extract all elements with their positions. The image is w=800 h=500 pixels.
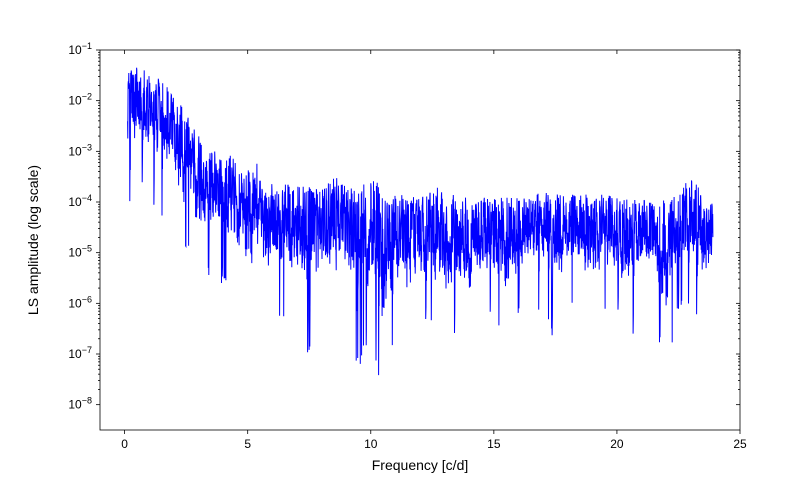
svg-text:10−4: 10−4 (68, 193, 92, 209)
svg-text:10−5: 10−5 (68, 244, 92, 260)
svg-text:10−7: 10−7 (68, 345, 92, 361)
svg-text:10−1: 10−1 (68, 41, 92, 57)
svg-text:10−8: 10−8 (68, 396, 92, 412)
svg-text:10: 10 (364, 437, 378, 451)
y-axis-label: LS amplitude (log scale) (25, 165, 41, 315)
svg-text:20: 20 (610, 437, 624, 451)
ls-amplitude-line (128, 68, 713, 375)
svg-text:10−6: 10−6 (68, 294, 92, 310)
svg-text:25: 25 (733, 437, 747, 451)
x-axis-label: Frequency [c/d] (372, 457, 469, 473)
svg-text:10−2: 10−2 (68, 92, 92, 108)
svg-text:0: 0 (121, 437, 128, 451)
svg-text:15: 15 (487, 437, 501, 451)
periodogram-chart: 0 5 10 15 20 25 10−8 10−7 10−6 10−5 10−4 10−3 10−2 10… (0, 0, 800, 500)
data-series (128, 68, 713, 375)
svg-text:10−3: 10−3 (68, 142, 92, 158)
svg-text:5: 5 (244, 437, 251, 451)
chart-container: 0 5 10 15 20 25 10−8 10−7 10−6 10−5 10−4 10−3 10−2 10… (0, 0, 800, 500)
